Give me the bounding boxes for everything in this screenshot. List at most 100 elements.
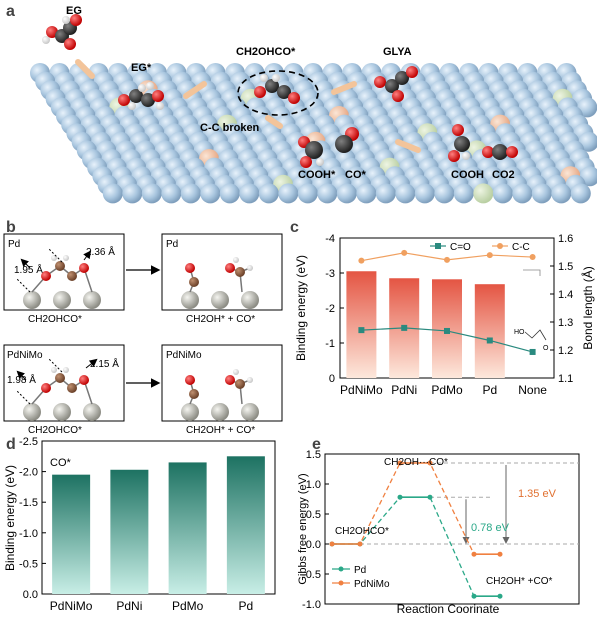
hydrogen-atom xyxy=(247,265,253,271)
point-C=O xyxy=(401,324,408,331)
label-eg: EG xyxy=(66,5,82,17)
surface-atom xyxy=(219,183,240,204)
surface-atom xyxy=(512,183,533,204)
y-tick-label-d: 0.0 xyxy=(23,589,38,601)
y-tick-label-e: 0.0 xyxy=(306,539,321,551)
legend-c-co: C=O xyxy=(450,242,471,253)
point-C-C xyxy=(529,254,536,261)
oxygen-atom xyxy=(185,263,195,273)
oxygen-atom xyxy=(406,66,418,78)
chart-e-ylabel: Gibbs free energy (eV) xyxy=(297,473,309,584)
chart-e-pd-barrier: 0.78 eV xyxy=(471,522,510,534)
distance-pdnimo-1: 1.98 Å xyxy=(7,373,36,386)
y-tick-label-right-c: 1.6 xyxy=(558,233,573,245)
surface-atom xyxy=(278,183,299,204)
metal-atom xyxy=(53,403,71,421)
reaction-arrows xyxy=(75,59,421,153)
x-tick-label-c: PdNiMo xyxy=(340,383,383,397)
carbon-atom xyxy=(55,373,65,383)
y-tick-label-e: 1.5 xyxy=(306,449,321,461)
y-tick-label-e: -1.0 xyxy=(302,599,321,611)
carbon-atom xyxy=(67,271,77,281)
surface-atom xyxy=(258,183,279,204)
surface-atom xyxy=(434,183,455,204)
metal-atom xyxy=(211,403,229,421)
surface-atom xyxy=(492,183,513,204)
chart-c-ylabel: Binding energy (eV) xyxy=(294,255,308,361)
carbon-atom xyxy=(55,261,65,271)
y-tick-label-c: -3 xyxy=(325,268,335,280)
y-tick-label-right-c: 1.3 xyxy=(558,317,573,329)
point-Pd xyxy=(471,593,477,599)
point-C-C xyxy=(444,256,450,263)
point-PdNiMo xyxy=(397,460,403,466)
y-tick-label-right-c: 1.1 xyxy=(558,373,573,385)
surface-atom xyxy=(161,183,182,204)
carbon-atom xyxy=(492,144,508,160)
surface-atom xyxy=(297,183,318,204)
label-eg-star: EG* xyxy=(131,62,152,74)
panel-b: b Pd 1.95 Å 2.36 Å CH2OHCO* Pd CH2OH* + … xyxy=(3,219,283,436)
distance-pd-2: 2.36 Å xyxy=(86,245,115,258)
x-tick-label-d: PdNiMo xyxy=(50,599,93,613)
panel-a-letter: a xyxy=(6,3,15,20)
box-pdnimo-initial-title: PdNiMo xyxy=(7,350,43,361)
surface-atom xyxy=(356,183,377,204)
chart-e-reference-lines xyxy=(325,462,579,545)
x-tick-label-d: PdMo xyxy=(172,599,204,613)
y-tick-label-c: 0 xyxy=(329,373,335,385)
chart-e-legend: Pd PdNiMo xyxy=(332,565,390,590)
svg-text:O: O xyxy=(543,345,549,352)
oxygen-atom xyxy=(46,26,58,38)
bar-co-binding-PdNiMo xyxy=(52,474,91,594)
hydrogen-atom xyxy=(51,367,57,373)
oxygen-atom xyxy=(185,375,195,385)
label-ch2ohco-star: CH2OHCO* xyxy=(236,46,296,58)
oxygen-atom xyxy=(225,263,235,273)
box-pd-initial-title: Pd xyxy=(8,239,20,250)
hydrogen-atom xyxy=(233,257,239,263)
hydrogen-atom xyxy=(63,255,69,261)
chart-e-axes: -1.0 -0.5 0.0 0.5 1.0 1.5 xyxy=(302,449,329,611)
caption-pdnimo-initial: CH2OHCO* xyxy=(28,425,82,436)
point-C=O xyxy=(486,337,493,344)
reaction-arrow xyxy=(183,81,207,99)
surface-atom xyxy=(180,183,201,204)
x-tick-label-c: PdMo xyxy=(431,383,463,397)
surface-atom xyxy=(395,183,416,204)
oxygen-atom xyxy=(448,150,460,162)
point-C-C xyxy=(358,257,365,264)
hydrogen-atom xyxy=(63,367,69,373)
chart-e-lines xyxy=(329,460,503,599)
inset-ho-label: HO xyxy=(514,329,525,336)
box-pd-final xyxy=(161,233,283,311)
bar-binding-energy-Pd xyxy=(474,284,505,378)
label-co-star: CO* xyxy=(345,169,367,181)
y-tick-label-c: -4 xyxy=(325,233,335,245)
reaction-arrow xyxy=(331,81,357,95)
point-C=O xyxy=(444,327,450,334)
point-PdNiMo xyxy=(329,541,335,547)
point-PdNiMo xyxy=(357,541,363,547)
surface-atom xyxy=(551,183,572,204)
y-tick-label-e: 1.0 xyxy=(306,479,321,491)
surface-atom xyxy=(531,183,552,204)
chart-e-xlabel: Reaction Coorinate xyxy=(397,602,500,616)
carbon-atom xyxy=(141,93,155,107)
carbon-atom xyxy=(265,79,279,93)
surface-atom xyxy=(570,183,591,204)
oxygen-atom xyxy=(288,92,300,104)
y-tick-label-c: -2 xyxy=(325,303,335,315)
chart-c-legend: C=O C-C xyxy=(430,242,530,253)
x-tick-label-c: PdNi xyxy=(391,383,417,397)
surface-atom xyxy=(375,183,396,204)
label-cooh-star: COOH* xyxy=(298,169,336,181)
panel-e-chart: e -1.0 -0.5 0.0 0.5 1.0 1.5 Gibbs free energy… xyxy=(297,436,580,616)
inset-glycolaldehyde-structure: HO O xyxy=(514,329,549,352)
surface-atom xyxy=(102,183,123,204)
hydrogen-atom xyxy=(272,74,280,82)
y-tick-label-d: -1.5 xyxy=(19,497,38,509)
box-pdnimo-final xyxy=(161,344,283,422)
distance-dashed-line xyxy=(47,247,63,263)
